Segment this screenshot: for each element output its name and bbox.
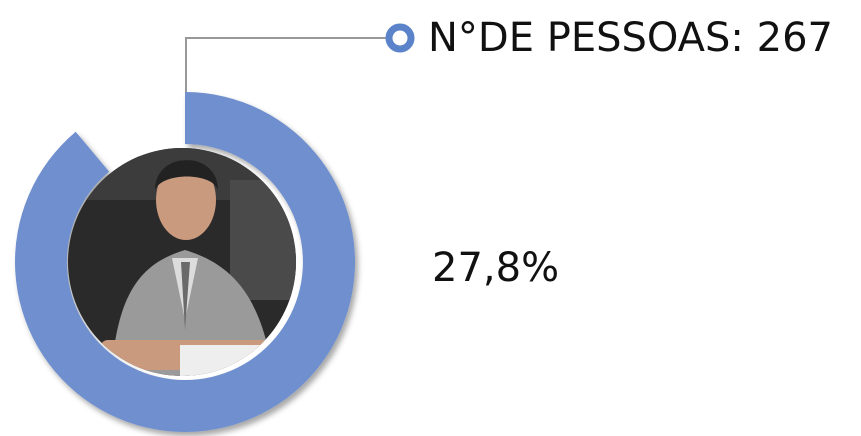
percentage: 27,8% [432, 245, 559, 291]
ring [15, 92, 356, 432]
marker [385, 23, 415, 53]
connector-line [185, 37, 388, 94]
photo [68, 148, 296, 376]
people-count-label: N°DE PESSOAS: 267 [428, 15, 833, 61]
